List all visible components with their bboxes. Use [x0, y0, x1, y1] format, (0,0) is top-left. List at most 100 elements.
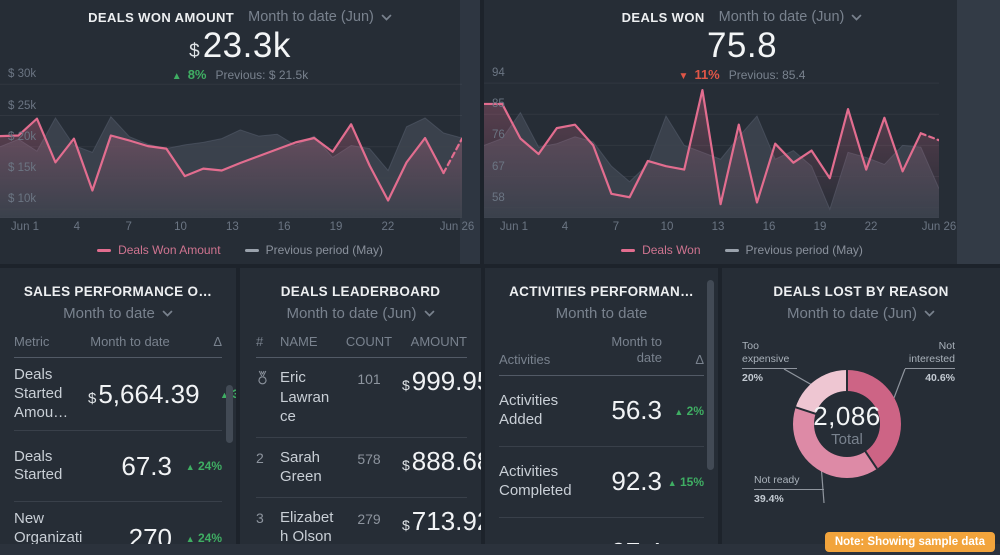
- previous-value: Previous: 85.4: [728, 68, 806, 83]
- metric-delta: ▲ 3%: [219, 387, 236, 402]
- x-tick-label: Jun 1: [499, 221, 529, 233]
- currency-symbol: $: [402, 516, 410, 533]
- metric-value: 92.3: [611, 466, 662, 496]
- legend-item[interactable]: Deals Won: [621, 243, 701, 257]
- column-header: Δ: [695, 351, 704, 367]
- leaderboard-row: 3 Elizabeth Olson 279 $713.92: [256, 498, 481, 545]
- delta-down-icon: ▼: [678, 71, 689, 83]
- slice-label-not-interested: Not interested 40.6%: [905, 340, 955, 385]
- name-cell: Elizabeth Olson: [280, 508, 334, 545]
- table-header: Metric Month to date Δ: [14, 334, 222, 358]
- leaderboard-table: # NAME COUNT AMOUNT Eric Lawrance 101 $9…: [256, 334, 481, 545]
- chevron-down-icon: [162, 310, 173, 317]
- date-range-selector[interactable]: Month to date (Jun): [240, 305, 481, 322]
- donut-chart[interactable]: 2,086 Total: [793, 370, 901, 478]
- column-header: NAME: [280, 334, 318, 349]
- x-tick-label: 19: [329, 221, 343, 233]
- slice-percent: 40.6%: [925, 372, 955, 385]
- x-axis: Jun 1 4 7 10 13 16 19 22 Jun 26: [484, 221, 956, 235]
- date-range-selector[interactable]: Month to date (Jun): [719, 9, 863, 25]
- metric-row: Activities Completed 92.3 ▲ 15%: [499, 447, 704, 518]
- card-activities-performance: ACTIVITIES PERFORMAN… Month to date Acti…: [485, 268, 718, 544]
- count-cell: 578: [357, 450, 381, 467]
- metrics-table: Metric Month to date Δ Deals Started Amo…: [14, 334, 236, 544]
- card-right-strip: [957, 0, 1000, 264]
- slice-percent: 39.4%: [754, 493, 784, 506]
- delta-up-icon: ▲: [185, 534, 195, 544]
- currency-symbol: $: [402, 377, 410, 393]
- metric-row: New Organizations 270 ▲ 24%: [14, 502, 222, 544]
- leaderboard-row: 2 Sarah Green 578 $888.68: [256, 438, 481, 498]
- date-range-selector[interactable]: Month to date (Jun): [722, 305, 1000, 322]
- delta-up-icon: ▲: [171, 71, 182, 83]
- currency-symbol: $: [88, 389, 97, 407]
- column-header: Month to date: [611, 334, 662, 366]
- card-header: DEALS WON AMOUNT Month to date (Jun): [0, 0, 480, 25]
- x-tick-label: 22: [864, 221, 878, 233]
- card-title: ACTIVITIES PERFORMAN…: [509, 284, 694, 299]
- currency-symbol: $: [189, 41, 200, 62]
- rank-cell: [256, 368, 272, 389]
- column-header: Metric: [14, 334, 50, 349]
- date-range-selector[interactable]: Month to date (Jun): [248, 9, 392, 25]
- x-tick-label: Jun 1: [10, 221, 40, 233]
- medal-icon: [258, 370, 267, 385]
- column-header: #: [256, 334, 264, 349]
- deals-won-amount-line-chart[interactable]: [0, 78, 462, 218]
- card-title: DEALS WON AMOUNT: [88, 9, 235, 25]
- legend-label: Previous period (May): [745, 243, 863, 257]
- scrollbar-thumb[interactable]: [226, 385, 233, 443]
- card-title: DEALS LOST BY REASON: [773, 284, 949, 299]
- x-tick-label: 10: [660, 221, 674, 233]
- metric-delta: ▲ 15%: [667, 474, 704, 489]
- donut-hole: [814, 391, 880, 457]
- date-range-label[interactable]: Month to date: [555, 305, 648, 322]
- date-range-label: Month to date (Jun): [786, 305, 918, 322]
- name-cell: Eric Lawrance: [280, 369, 330, 425]
- metrics-table: Activities Month to date Δ Activities Ad…: [499, 334, 704, 544]
- column-header: Activities: [499, 351, 551, 367]
- legend-label: Deals Won Amount: [118, 243, 221, 257]
- card-deals-won-amount: DEALS WON AMOUNT Month to date (Jun) $23…: [0, 0, 480, 264]
- metric-delta: ▲ 2%: [674, 403, 704, 418]
- legend-item[interactable]: Deals Won Amount: [97, 243, 221, 257]
- metric-row: Deals Started Amou… $5,664.39 ▲ 3%: [14, 358, 236, 432]
- legend-item[interactable]: Previous period (May): [724, 243, 863, 257]
- legend-key: [97, 248, 112, 252]
- chevron-down-icon: [424, 310, 434, 317]
- legend-item[interactable]: Previous period (May): [244, 243, 383, 257]
- metric-name: Deals Started: [14, 447, 63, 484]
- date-range-label: Month to date (Jun): [286, 305, 417, 322]
- date-range-selector[interactable]: Month to date: [0, 305, 236, 322]
- card-title: DEALS LEADERBOARD: [280, 284, 441, 299]
- delta-up-icon: ▲: [185, 462, 195, 473]
- x-tick-label: 16: [277, 221, 291, 233]
- metric-value: 67.3: [121, 450, 172, 481]
- amount-cell: $999.95: [402, 366, 481, 396]
- chevron-down-icon: [381, 14, 392, 21]
- metric-row: Activities Added 56.3 ▲ 2%: [499, 376, 704, 447]
- deals-won-line-chart[interactable]: [484, 78, 939, 218]
- metric-delta: ▲ 24%: [185, 459, 222, 474]
- legend-key: [244, 248, 259, 252]
- leaderboard-row: Eric Lawrance 101 $999.95: [256, 358, 481, 438]
- bottom-strip: [0, 544, 1000, 555]
- card-right-strip: [460, 0, 480, 264]
- x-tick-label: 13: [225, 221, 239, 233]
- x-tick-label: 19: [813, 221, 827, 233]
- kpi-value: 75.8: [484, 26, 1000, 65]
- metric-row: Deals Started 67.3 ▲ 24%: [14, 431, 222, 503]
- currency-symbol: $: [402, 456, 410, 473]
- table-header: Activities Month to date Δ: [499, 334, 704, 376]
- legend-key: [621, 248, 636, 252]
- metric-name: Activities Added: [499, 391, 559, 428]
- date-range-label: Month to date: [63, 305, 155, 322]
- scrollbar-thumb[interactable]: [707, 280, 714, 470]
- kpi-delta-row: ▼ 11% Previous: 85.4: [484, 67, 1000, 82]
- delta-percent: 8%: [187, 67, 207, 83]
- delta-up-icon: ▲: [219, 390, 229, 401]
- card-header: DEALS WON Month to date (Jun): [484, 0, 1000, 25]
- x-tick-label: 10: [174, 221, 187, 233]
- kpi-value: $23.3k: [0, 26, 480, 65]
